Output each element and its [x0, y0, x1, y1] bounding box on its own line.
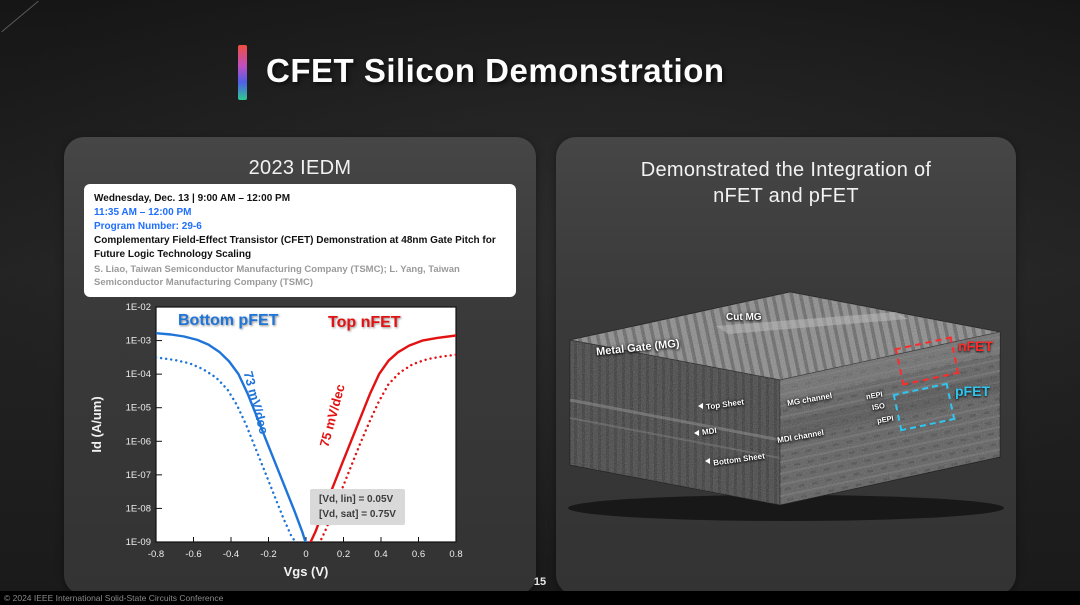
x-tick-label: 0.8 [449, 549, 462, 560]
vd-lin-value: [Vd, lin] = 0.05V [319, 494, 394, 505]
y-tick-label: 1E-07 [126, 470, 151, 481]
heading-line-1: Demonstrated the Integration of [640, 159, 932, 181]
slide-title: CFET Silicon Demonstration [266, 52, 725, 89]
paper-title: Complementary Field-Effect Transistor (C… [94, 235, 496, 261]
session-date: Wednesday, Dec. 13 | 9:00 AM – 12:00 PM [94, 193, 291, 204]
pfet-label: pFET [955, 383, 990, 399]
bottom-sheet-arrow-icon [705, 458, 710, 464]
nfet-curve-label: Top nFET [328, 314, 401, 331]
pfet-curve-label: Bottom pFET [178, 312, 279, 329]
heading-line-2: nFET and pFET [713, 185, 859, 207]
y-axis-label: Id (A/um) [89, 396, 104, 452]
iedm-panel: 2023 IEDM Wednesday, Dec. 13 | 9:00 AM –… [64, 137, 536, 595]
chip-shadow [568, 495, 1004, 521]
paper-authors: S. Liao, Taiwan Semiconductor Manufactur… [94, 263, 460, 289]
series-nfet-lin [318, 353, 456, 542]
series-pfet-sat [156, 332, 307, 542]
x-axis-label: Vgs (V) [284, 564, 329, 579]
x-tick-label: 0.6 [412, 549, 425, 560]
y-tick-label: 1E-09 [126, 537, 151, 548]
copyright-text: © 2024 IEEE International Solid-State Ci… [4, 593, 224, 603]
title-accent-bar [238, 45, 247, 100]
x-tick-label: 0.2 [337, 549, 350, 560]
nfet-label: nFET [958, 338, 993, 354]
x-tick-label: -0.2 [260, 549, 276, 560]
y-tick-label: 1E-02 [126, 302, 151, 313]
series-pfet-lin [156, 356, 297, 542]
x-tick-label: -0.4 [223, 549, 239, 560]
y-tick-label: 1E-05 [126, 403, 151, 414]
y-tick-label: 1E-06 [126, 436, 151, 447]
vd-sat-value: [Vd, sat] = 0.75V [319, 509, 396, 520]
y-tick-label: 1E-04 [126, 369, 151, 380]
x-tick-label: 0.4 [374, 549, 387, 560]
top-sheet-arrow-icon [698, 403, 703, 409]
x-tick-label: -0.8 [148, 549, 164, 560]
chip-3d-render [568, 291, 1004, 521]
x-tick-label: -0.6 [185, 549, 201, 560]
page-number: 15 [533, 576, 547, 588]
x-tick-label: 0 [303, 549, 308, 560]
footer-bar: © 2024 IEEE International Solid-State Ci… [0, 591, 1080, 605]
integration-panel: Demonstrated the Integration of nFET and… [556, 137, 1016, 595]
transfer-curve-chart: -0.8 -0.6 -0.4 -0.2 0 0.2 0.4 0.6 0.8 1E-02 1E-03 1… [84, 299, 484, 584]
y-tick-label: 1E-03 [126, 336, 151, 347]
cut-mg-label: Cut MG [726, 312, 762, 323]
iedm-panel-heading: 2023 IEDM [248, 157, 352, 179]
session-time: 11:35 AM – 12:00 PM [94, 206, 192, 218]
integration-panel-heading: Demonstrated the Integration of nFET and… [556, 137, 1016, 209]
mdi-arrow-icon [694, 430, 699, 436]
corner-decoration-line [1, 0, 39, 33]
session-program-number: Program Number: 29-6 [94, 220, 202, 232]
session-info-card: Wednesday, Dec. 13 | 9:00 AM – 12:00 PM … [84, 184, 516, 298]
y-tick-label: 1E-08 [126, 503, 151, 514]
vd-conditions-box: [Vd, lin] = 0.05V [Vd, sat] = 0.75V [310, 489, 405, 525]
cfet-tem-image: Metal Gate (MG) Cut MG Top Sheet MDI Bot… [566, 282, 1006, 522]
chart-svg: -0.8 -0.6 -0.4 -0.2 0 0.2 0.4 0.6 0.8 1E-02 1E-03 1… [89, 302, 463, 579]
